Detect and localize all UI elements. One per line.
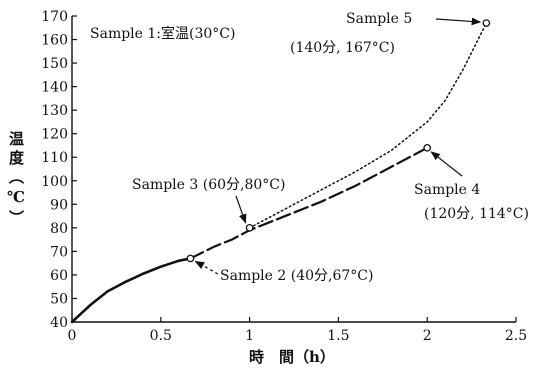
y-tick-label: 120 [41,127,68,143]
sample-4-label: Sample 4 [414,182,480,198]
ticks: 0 0.5 1 1.5 2 2.5 40 50 60 70 80 90 100 110 120 130 140 1… [41,9,527,344]
sample-3-arrow [235,195,247,224]
y-tick-label: 70 [50,244,68,260]
series-line-1 [70,257,192,324]
y-tick-label: 140 [41,80,68,96]
sample-2-arrow [194,260,219,275]
x-tick-label: 2 [423,328,432,344]
x-tick-label: 1 [245,328,254,344]
x-tick-label: 2.5 [505,328,527,344]
annotations: Sample 2 (40分,67°C) Sample 3 (60分,80°C) Sa… [132,11,529,284]
series-line-3 [248,22,488,229]
y-tick-label: 60 [50,268,68,284]
series-line-2 [189,146,429,260]
y-tick-label: 80 [50,221,68,237]
y-tick-label: 90 [50,197,68,213]
x-tick-label: 0.5 [150,328,172,344]
sample-point-2 [186,254,195,263]
x-tick-label: 1.5 [327,328,349,344]
sample-5-arrow [435,17,482,26]
series-layer [70,19,491,324]
sample-5-label: Sample 5 [346,11,412,27]
sample-point-4 [423,143,432,152]
y-tick-label: 170 [41,9,68,25]
sample-point-3 [245,223,254,232]
x-tick-label: 0 [68,328,77,344]
y-tick-label: 110 [41,150,68,166]
sample-4-arrow [430,151,463,177]
y-tick-label: 40 [50,315,68,331]
y-tick-label: 50 [50,291,68,307]
sample-3-label: Sample 3 (60分,80°C) [132,177,285,193]
sample-point-5 [482,19,491,27]
y-axis-title: 温度（℃） [7,131,25,229]
y-tick-label: 150 [41,56,68,72]
sample-4-sublabel: (120分, 114°C) [424,206,529,222]
x-axis-title: 時 間（h） [249,348,335,366]
axes [71,16,516,323]
y-tick-label: 100 [41,174,68,190]
sample-1-note: Sample 1:室温(30°C) [90,25,235,42]
y-tick-label: 130 [41,103,68,119]
sample-2-label: Sample 2 (40分,67°C) [220,268,373,284]
y-tick-label: 160 [41,33,68,49]
sample-5-sublabel: (140分, 167°C) [290,40,395,56]
